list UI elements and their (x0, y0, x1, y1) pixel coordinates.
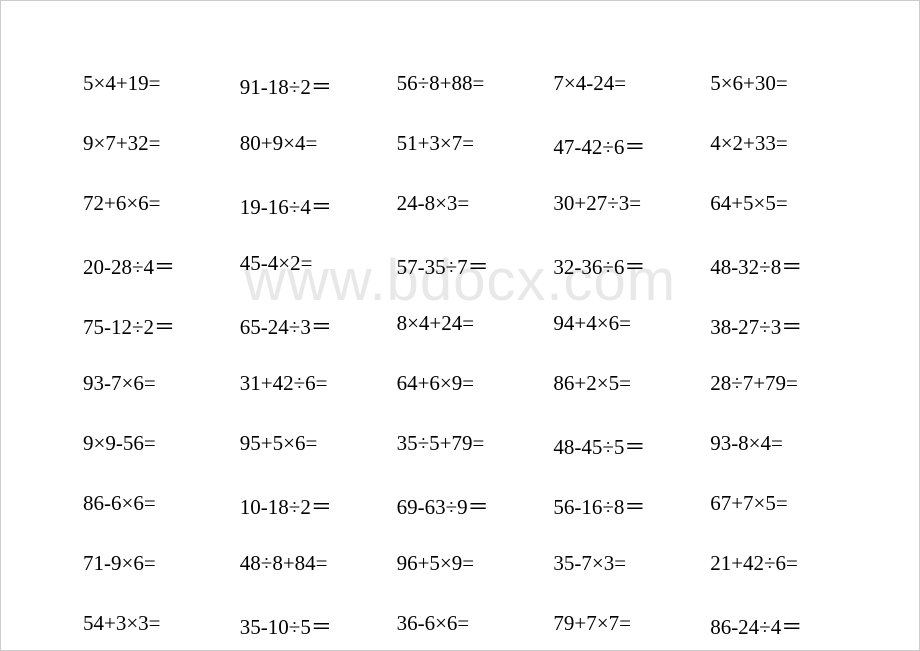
problem-cell: 71-9×6= (83, 551, 222, 581)
problems-grid: 5×4+19= 91-18÷2＝ 56÷8+88= 7×4-24= 5×6+30… (83, 71, 849, 641)
problem-cell: 51+3×7= (397, 131, 536, 161)
problem-cell: 8×4+24= (397, 311, 536, 341)
problem-cell: 86-24÷4＝ (710, 611, 849, 641)
problem-cell: 31+42÷6= (240, 371, 379, 401)
problem-cell: 48÷8+84= (240, 551, 379, 581)
problem-cell: 79+7×7= (553, 611, 692, 641)
problem-cell: 38-27÷3＝ (710, 311, 849, 341)
page-container: www.bdocx.com 5×4+19= 91-18÷2＝ 56÷8+88= … (0, 0, 920, 651)
problem-cell: 10-18÷2＝ (240, 491, 379, 521)
problem-cell: 45-4×2= (240, 251, 379, 281)
problem-cell: 7×4-24= (553, 71, 692, 101)
problem-cell: 94+4×6= (553, 311, 692, 341)
problem-cell: 95+5×6= (240, 431, 379, 461)
problem-cell: 28÷7+79= (710, 371, 849, 401)
problem-cell: 91-18÷2＝ (240, 71, 379, 101)
problem-cell: 9×9-56= (83, 431, 222, 461)
problem-cell: 35-7×3= (553, 551, 692, 581)
problem-cell: 36-6×6= (397, 611, 536, 641)
problem-cell: 30+27÷3= (553, 191, 692, 221)
problem-cell: 72+6×6= (83, 191, 222, 221)
problem-cell: 4×2+33= (710, 131, 849, 161)
problem-cell: 21+42÷6= (710, 551, 849, 581)
problem-cell: 5×4+19= (83, 71, 222, 101)
problem-cell: 65-24÷3＝ (240, 311, 379, 341)
problem-cell: 80+9×4= (240, 131, 379, 161)
problem-cell: 20-28÷4＝ (83, 251, 222, 281)
problem-cell: 57-35÷7＝ (397, 251, 536, 281)
problem-cell: 86-6×6= (83, 491, 222, 521)
problem-cell: 35-10÷5＝ (240, 611, 379, 641)
problem-cell: 56÷8+88= (397, 71, 536, 101)
problem-cell: 48-45÷5＝ (553, 431, 692, 461)
problem-cell: 5×6+30= (710, 71, 849, 101)
problem-cell: 93-8×4= (710, 431, 849, 461)
problem-cell: 64+6×9= (397, 371, 536, 401)
problem-cell: 35÷5+79= (397, 431, 536, 461)
problem-cell: 24-8×3= (397, 191, 536, 221)
problem-cell: 47-42÷6＝ (553, 131, 692, 161)
problem-cell: 32-36÷6＝ (553, 251, 692, 281)
problem-cell: 48-32÷8＝ (710, 251, 849, 281)
problem-cell: 69-63÷9＝ (397, 491, 536, 521)
problem-cell: 9×7+32= (83, 131, 222, 161)
problem-cell: 67+7×5= (710, 491, 849, 521)
problem-cell: 56-16÷8＝ (553, 491, 692, 521)
problem-cell: 75-12÷2＝ (83, 311, 222, 341)
problem-cell: 19-16÷4＝ (240, 191, 379, 221)
problem-cell: 54+3×3= (83, 611, 222, 641)
problem-cell: 96+5×9= (397, 551, 536, 581)
problem-cell: 64+5×5= (710, 191, 849, 221)
problem-cell: 86+2×5= (553, 371, 692, 401)
problem-cell: 93-7×6= (83, 371, 222, 401)
